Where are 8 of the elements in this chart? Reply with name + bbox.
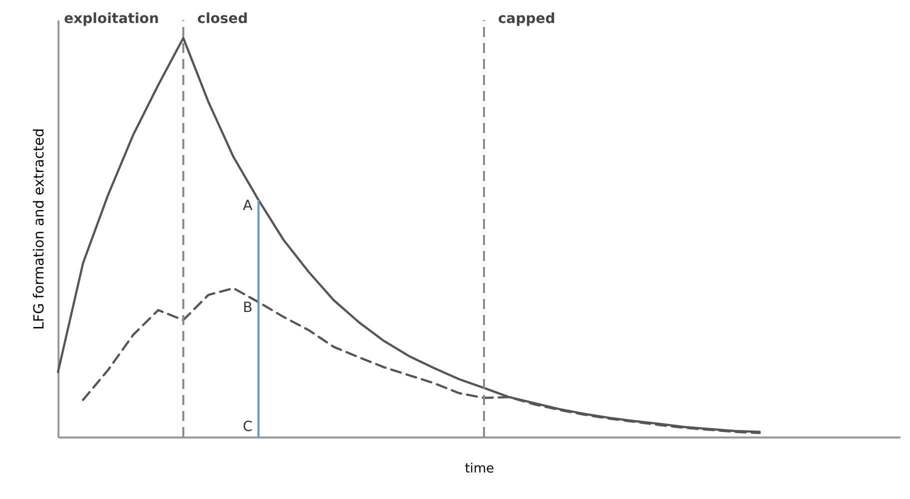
annotation: B xyxy=(242,300,252,316)
annotation: A xyxy=(242,198,253,214)
annotation: C xyxy=(242,419,253,436)
y-axis-title: LFG formation and extracted xyxy=(32,128,48,330)
text: closed xyxy=(197,11,248,27)
x-axis-title: time xyxy=(464,462,494,476)
text: capped xyxy=(498,11,556,27)
text: exploitation xyxy=(64,11,159,27)
